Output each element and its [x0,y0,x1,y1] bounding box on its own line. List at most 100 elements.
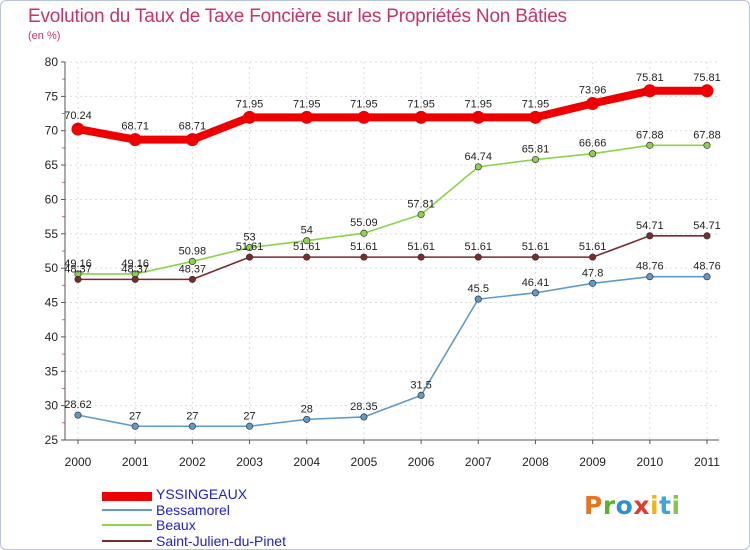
y-tick-label: 45 [45,296,59,310]
data-label-saint-julien-du-pinet: 51.61 [522,241,550,253]
data-label-beaux: 53 [243,232,255,244]
data-point-yssingeaux [357,110,371,124]
data-point-yssingeaux [71,122,85,136]
data-point-bessamorel [245,422,254,430]
data-point-saint-julien-du-pinet [303,253,311,261]
data-label-saint-julien-du-pinet: 51.61 [579,241,607,253]
data-point-yssingeaux [643,84,657,98]
data-label-bessamorel: 45.5 [468,283,489,295]
data-label-beaux: 54 [301,225,313,237]
y-tick-label: 35 [45,364,59,378]
logo-letter: r [602,491,616,520]
data-label-beaux: 55.09 [350,217,378,229]
chart-title: Evolution du Taux de Taxe Foncière sur l… [28,6,567,27]
data-label-saint-julien-du-pinet: 51.61 [293,241,321,253]
data-label-yssingeaux: 70.24 [64,110,92,122]
unit-label: (en %) [28,30,61,42]
data-label-beaux: 57.81 [407,199,435,211]
y-tick-label: 60 [45,192,59,206]
data-point-yssingeaux [128,133,142,147]
data-label-bessamorel: 28 [301,403,313,415]
legend-swatch-yssingeaux [102,492,152,501]
data-point-saint-julien-du-pinet [531,253,540,261]
data-point-beaux [188,257,196,265]
data-label-saint-julien-du-pinet: 51.61 [236,241,264,253]
x-tick-label: 2011 [694,455,720,469]
data-label-beaux: 49.16 [121,258,149,270]
data-label-yssingeaux: 71.95 [407,98,435,110]
logo-letter: t [659,491,672,520]
data-point-beaux [360,229,368,237]
data-label-bessamorel: 28.35 [350,401,378,413]
data-label-saint-julien-du-pinet: 48.37 [179,263,207,275]
data-label-beaux: 50.98 [179,245,207,257]
x-tick-label: 2004 [293,455,320,469]
data-point-yssingeaux [243,110,257,124]
data-label-bessamorel: 28.62 [64,399,92,411]
data-label-saint-julien-du-pinet: 48.37 [64,263,92,275]
x-tick-label: 2009 [579,455,606,469]
data-label-bessamorel: 46.41 [522,277,550,289]
x-tick-label: 2007 [465,455,492,469]
data-point-beaux [646,141,654,149]
series-line-saint-julien-du-pinet [78,235,707,281]
data-point-saint-julien-du-pinet [74,275,82,283]
data-label-yssingeaux: 75.81 [636,72,664,84]
data-point-saint-julien-du-pinet [131,275,139,283]
data-point-beaux [474,163,482,171]
data-point-bessamorel [303,415,311,423]
data-point-bessamorel [531,289,540,297]
data-point-bessamorel [417,391,425,399]
legend-label-yssingeaux: YSSINGEAUX [156,486,248,502]
legend-label-saint-julien-du-pinet: Saint-Julien-du-Pinet [156,533,286,549]
data-label-yssingeaux: 71.95 [236,98,264,110]
logo-letter: i [650,491,660,520]
y-tick-label: 40 [45,330,59,344]
data-point-saint-julien-du-pinet [417,253,425,261]
series-line-yssingeaux [77,86,707,144]
data-point-bessamorel [74,411,82,419]
data-label-yssingeaux: 68.71 [121,121,149,133]
data-label-yssingeaux: 68.71 [179,121,207,133]
data-point-yssingeaux [528,110,542,124]
y-tick-label: 75 [45,89,59,103]
data-label-beaux: 67.88 [636,129,664,141]
y-tick-label: 30 [45,399,59,413]
data-label-bessamorel: 31.5 [410,379,431,391]
data-label-beaux: 64.74 [465,151,493,163]
data-point-bessamorel [474,295,482,303]
x-tick-label: 2008 [522,455,549,469]
legend-swatch-saint-julien-du-pinet [102,540,152,542]
data-label-beaux: 65.81 [522,144,550,156]
data-point-beaux [417,210,425,219]
data-label-beaux: 67.88 [693,129,721,141]
proxiti-logo: Proxiti [584,491,681,520]
data-point-saint-julien-du-pinet [589,253,597,261]
data-label-yssingeaux: 71.95 [465,98,493,110]
data-label-saint-julien-du-pinet: 51.61 [465,241,493,253]
data-point-yssingeaux [586,97,600,111]
data-point-saint-julien-du-pinet [245,253,254,261]
data-point-beaux [531,155,540,164]
data-label-saint-julien-du-pinet: 54.71 [636,220,664,232]
x-tick-label: 2003 [236,455,263,469]
data-point-bessamorel [188,422,196,430]
y-tick-label: 70 [45,124,59,138]
data-label-yssingeaux: 73.96 [579,85,607,97]
data-label-yssingeaux: 71.95 [522,98,550,110]
x-tick-label: 2001 [122,455,149,469]
data-point-yssingeaux [700,84,714,98]
y-tick-label: 55 [45,227,59,241]
data-point-bessamorel [360,413,368,421]
data-point-yssingeaux [185,133,199,147]
data-label-beaux: 66.66 [579,138,607,150]
data-point-saint-julien-du-pinet [474,253,482,261]
data-point-beaux [303,237,311,245]
y-tick-label: 80 [45,55,59,69]
data-point-yssingeaux [300,110,314,124]
logo-letter: x [633,491,650,520]
y-tick-label: 65 [45,158,59,172]
data-point-beaux [245,244,254,252]
